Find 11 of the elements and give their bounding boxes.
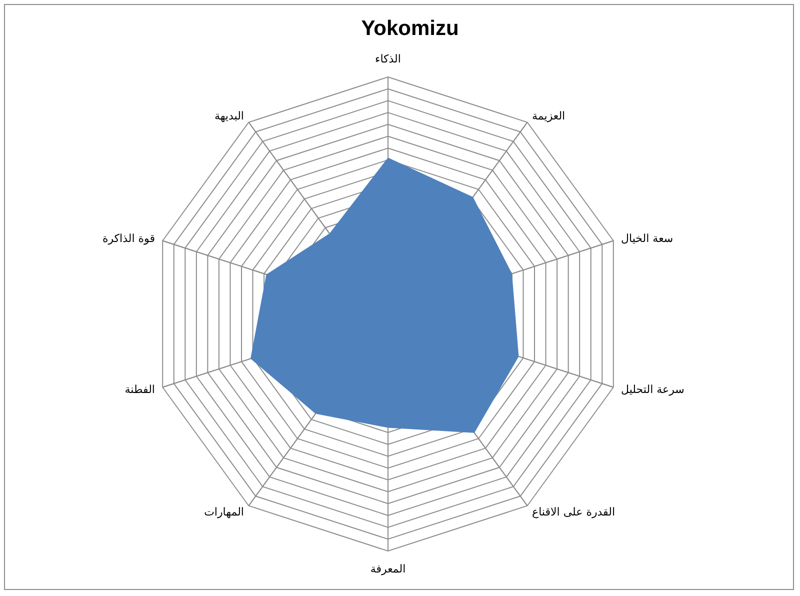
- spoke-label: المعرفة: [370, 562, 406, 576]
- spoke-label: المهارات: [204, 506, 244, 519]
- spoke-label: الفطنة: [124, 383, 155, 396]
- spoke-label: سعة الخيال: [621, 232, 674, 245]
- chart-title: Yokomizu: [360, 16, 460, 42]
- spoke-label: سرعة التحليل: [621, 383, 684, 396]
- spoke-label: العزيمة: [532, 109, 566, 122]
- spoke-label: قوة الذاكرة: [102, 232, 155, 245]
- spoke-label: القدرة على الاقناع: [532, 506, 616, 519]
- spoke-label: الذكاء: [375, 52, 401, 66]
- spoke-label: البديهة: [214, 109, 244, 122]
